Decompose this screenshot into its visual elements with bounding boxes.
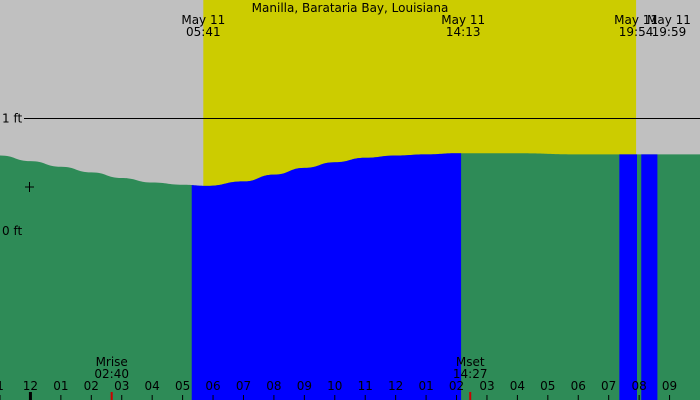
x-tick-mark-6 xyxy=(182,395,184,400)
x-tick-mark-8 xyxy=(242,395,244,400)
moon-event-name-0: Mrise xyxy=(96,355,128,369)
x-tick-label-10: 09 xyxy=(297,379,312,393)
sun-event-date-0: May 11 xyxy=(181,13,225,27)
x-tick-label-1: 12 xyxy=(23,379,38,393)
x-tick-mark-17 xyxy=(516,395,518,400)
x-tick-mark-7 xyxy=(212,395,214,400)
moon-event-tick-0 xyxy=(110,392,113,400)
x-tick-mark-22 xyxy=(669,395,671,400)
x-tick-label-2: 01 xyxy=(53,379,68,393)
y-label-1: 0 ft xyxy=(2,224,22,238)
x-tick-label-5: 04 xyxy=(145,379,160,393)
x-tick-mark-16 xyxy=(486,395,488,400)
x-axis-ticks: 1 12 01 02 03 04 05 06 07 08 09 10 11 12 01 02 03 04 05 06 0… xyxy=(0,379,677,400)
x-tick-mark-19 xyxy=(577,395,579,400)
y-label-0: 1 ft xyxy=(2,111,22,125)
x-tick-label-12: 11 xyxy=(358,379,373,393)
y-axis-labels: 1 ft 0 ft xyxy=(2,111,22,238)
x-tick-mark-18 xyxy=(547,395,549,400)
x-tick-label-8: 07 xyxy=(236,379,251,393)
x-tick-mark-4 xyxy=(121,395,123,400)
x-tick-label-15: 02 xyxy=(449,379,464,393)
sun-event-date-3: May 11 xyxy=(647,13,691,27)
sun-event-time-3: 19:59 xyxy=(652,25,687,39)
x-tick-label-3: 02 xyxy=(84,379,99,393)
x-tick-mark-11 xyxy=(334,395,336,400)
blue-band-2 xyxy=(641,153,658,400)
x-tick-mark-9 xyxy=(273,395,275,400)
x-tick-label-0: 1 xyxy=(0,379,4,393)
sun-event-date-2: May 11 xyxy=(614,13,658,27)
x-tick-label-4: 03 xyxy=(114,379,129,393)
moon-event-tick-1 xyxy=(469,392,472,400)
blue-band-0 xyxy=(191,153,462,400)
x-tick-label-9: 08 xyxy=(266,379,281,393)
chart-title: Manilla, Barataria Bay, Louisiana xyxy=(252,1,449,15)
moon-event-time-0: 02:40 xyxy=(94,367,129,381)
x-tick-label-21: 08 xyxy=(631,379,646,393)
sun-event-time-1: 14:13 xyxy=(446,25,481,39)
x-tick-mark-15 xyxy=(456,395,458,400)
x-tick-mark-2 xyxy=(60,395,62,400)
x-tick-mark-0 xyxy=(0,395,1,400)
sun-event-date-1: May 11 xyxy=(441,13,485,27)
x-tick-label-20: 07 xyxy=(601,379,616,393)
sun-event-time-0: 05:41 xyxy=(186,25,221,39)
x-tick-label-14: 01 xyxy=(418,379,433,393)
sun-event-time-2: 19:54 xyxy=(619,25,654,39)
x-tick-mark-21 xyxy=(638,395,640,400)
x-tick-mark-3 xyxy=(90,395,92,400)
blue-bands xyxy=(191,153,658,400)
blue-band-1 xyxy=(619,153,637,400)
x-tick-mark-12 xyxy=(364,395,366,400)
x-tick-label-16: 03 xyxy=(479,379,494,393)
x-tick-label-13: 12 xyxy=(388,379,403,393)
moon-event-time-1: 14:27 xyxy=(453,367,488,381)
x-tick-label-17: 04 xyxy=(510,379,525,393)
x-tick-label-6: 05 xyxy=(175,379,190,393)
x-tick-label-22: 09 xyxy=(662,379,677,393)
x-tick-mark-14 xyxy=(425,395,427,400)
x-tick-mark-10 xyxy=(303,395,305,400)
moon-event-name-1: Mset xyxy=(456,355,485,369)
x-tick-mark-5 xyxy=(151,395,153,400)
x-tick-label-11: 10 xyxy=(327,379,342,393)
x-tick-mark-20 xyxy=(608,395,610,400)
x-tick-mark-1 xyxy=(28,392,32,400)
crosshair-marker xyxy=(25,182,34,192)
x-tick-label-18: 05 xyxy=(540,379,555,393)
x-tick-mark-13 xyxy=(395,395,397,400)
x-tick-label-7: 06 xyxy=(205,379,220,393)
x-tick-label-19: 06 xyxy=(571,379,586,393)
